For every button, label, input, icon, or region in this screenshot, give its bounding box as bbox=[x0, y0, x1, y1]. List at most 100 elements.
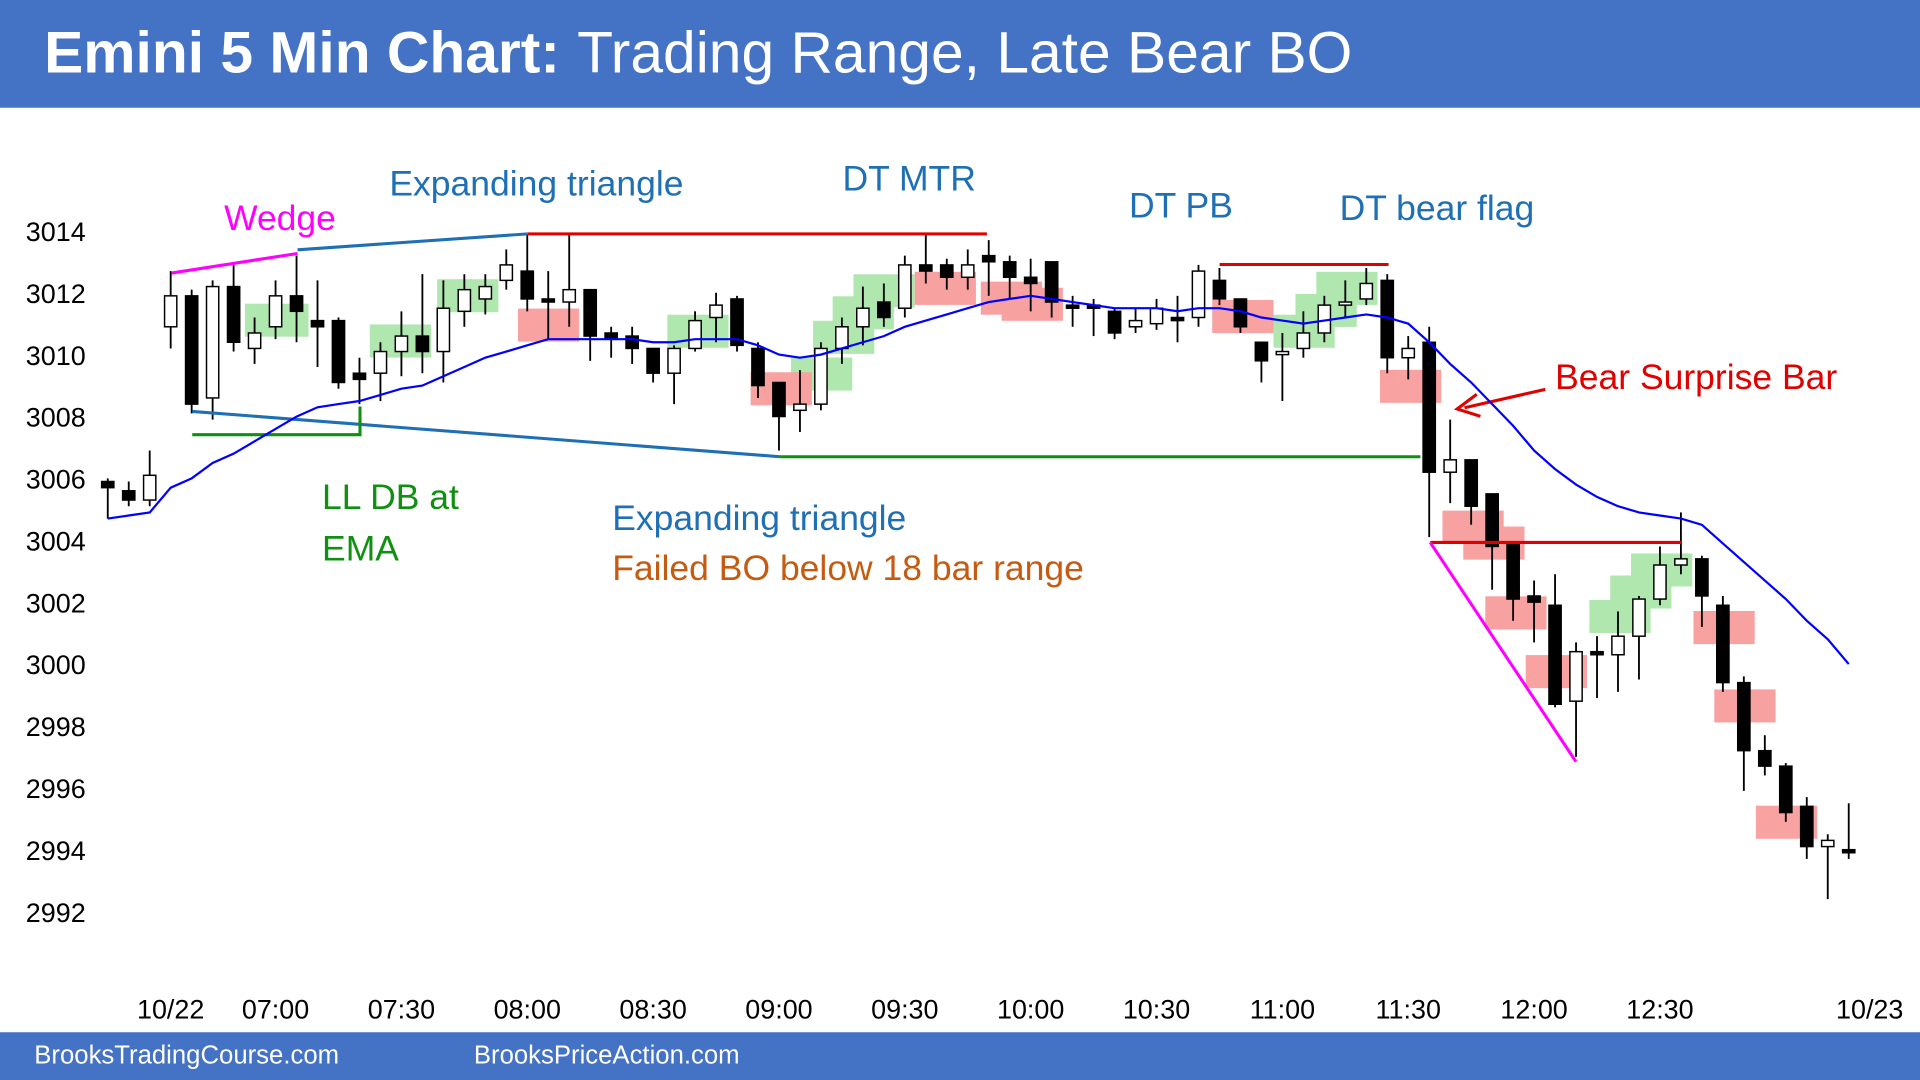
candle-body bbox=[562, 288, 577, 303]
footer-band bbox=[0, 1032, 1920, 1080]
candle-body bbox=[1023, 276, 1038, 285]
candle-body bbox=[625, 335, 639, 350]
candle-body bbox=[1359, 282, 1374, 300]
candle-body bbox=[1569, 650, 1583, 702]
annotation: Failed BO below 18 bar range bbox=[612, 548, 1084, 588]
candle-body bbox=[499, 264, 514, 282]
candle-body bbox=[772, 381, 786, 418]
candle-body bbox=[1107, 310, 1122, 334]
candle-body bbox=[1065, 304, 1080, 309]
y-tick-label: 3010 bbox=[26, 341, 86, 371]
triangle-line bbox=[192, 409, 781, 459]
annotation-lines bbox=[171, 232, 1682, 763]
candle-body bbox=[142, 474, 157, 501]
candle-body bbox=[981, 254, 996, 263]
candle-body bbox=[1674, 558, 1688, 566]
candle-body bbox=[709, 304, 723, 319]
annotation: Bear Surprise Bar bbox=[1555, 357, 1837, 397]
candle-body bbox=[1212, 279, 1227, 300]
candle-body bbox=[1736, 681, 1751, 752]
candle-body bbox=[1002, 261, 1017, 279]
candle-body bbox=[1695, 558, 1709, 597]
annotation: Expanding triangle bbox=[612, 498, 906, 538]
candle-body bbox=[1485, 493, 1499, 548]
candle-body bbox=[583, 288, 598, 337]
candle-body bbox=[1443, 459, 1458, 473]
wedge-line bbox=[171, 251, 298, 275]
y-tick-label: 3004 bbox=[26, 526, 86, 556]
x-tick-label: 11:30 bbox=[1376, 995, 1441, 1025]
candle-body bbox=[1191, 270, 1206, 319]
candle-body bbox=[1611, 635, 1625, 656]
candle-body bbox=[100, 480, 115, 489]
x-tick-label: 07:30 bbox=[368, 995, 435, 1025]
candle-body bbox=[226, 285, 241, 343]
candle-body bbox=[205, 285, 220, 399]
candle-body bbox=[121, 490, 136, 501]
candle-body bbox=[1799, 805, 1814, 848]
x-tick-label: 10/23 bbox=[1836, 995, 1903, 1025]
y-tick-label: 3000 bbox=[26, 650, 86, 680]
candle-body bbox=[394, 335, 409, 353]
candle-body bbox=[667, 347, 681, 374]
candle-body bbox=[918, 264, 933, 272]
y-tick-label: 3002 bbox=[26, 588, 86, 618]
candle-body bbox=[268, 295, 283, 328]
candle-body bbox=[1632, 598, 1646, 637]
candle-body bbox=[1527, 595, 1541, 603]
candle-body bbox=[520, 270, 535, 300]
candle-body bbox=[415, 335, 430, 353]
y-tick-label: 3006 bbox=[26, 465, 86, 495]
candle-body bbox=[646, 347, 660, 374]
candle-body bbox=[1338, 301, 1353, 306]
candle-body bbox=[1653, 564, 1667, 600]
y-tick-label: 2996 bbox=[26, 774, 86, 804]
candle-body bbox=[688, 319, 702, 350]
candle-body bbox=[1296, 332, 1311, 350]
chart-title: Emini 5 Min Chart: Trading Range, Late Be… bbox=[44, 20, 1352, 85]
candle-body bbox=[247, 332, 262, 350]
candle-body bbox=[373, 350, 388, 374]
candle-body bbox=[814, 347, 828, 405]
x-tick-label: 09:00 bbox=[745, 995, 812, 1025]
candle-body bbox=[856, 307, 870, 328]
candle-body bbox=[1149, 307, 1164, 325]
candle-body bbox=[730, 298, 744, 347]
candle-body bbox=[793, 403, 807, 412]
y-tick-label: 2992 bbox=[26, 898, 86, 928]
candles bbox=[100, 233, 1856, 900]
candle-body bbox=[352, 372, 367, 381]
candle-body bbox=[1044, 261, 1059, 303]
y-tick-label: 2994 bbox=[26, 836, 86, 866]
x-tick-label: 08:30 bbox=[619, 995, 686, 1025]
candle-body bbox=[1170, 316, 1185, 322]
x-tick-label: 10:30 bbox=[1123, 995, 1190, 1025]
y-tick-label: 3008 bbox=[26, 403, 86, 433]
candle-body bbox=[1841, 848, 1856, 854]
x-tick-label: 11:00 bbox=[1250, 995, 1315, 1025]
x-tick-label: 07:00 bbox=[242, 995, 309, 1025]
candle-body bbox=[876, 301, 891, 319]
annotation: DT bear flag bbox=[1340, 188, 1535, 228]
support-line bbox=[192, 406, 362, 437]
wedge-line bbox=[1428, 541, 1578, 763]
candle-body bbox=[1128, 319, 1143, 328]
candle-body bbox=[331, 319, 346, 384]
arrow-head bbox=[1453, 393, 1481, 418]
candle-body bbox=[751, 347, 765, 387]
x-tick-label: 08:00 bbox=[494, 995, 561, 1025]
candle-body bbox=[939, 264, 954, 279]
y-tick-label: 3014 bbox=[26, 217, 86, 247]
annotation: Expanding triangle bbox=[389, 163, 683, 203]
annotation: LL DB at bbox=[322, 477, 459, 517]
candle-body bbox=[1275, 350, 1290, 356]
candle-body bbox=[1778, 765, 1793, 814]
candle-body bbox=[1590, 650, 1604, 656]
x-tick-label: 10/22 bbox=[137, 995, 204, 1025]
candle-body bbox=[457, 288, 472, 313]
annotation: Wedge bbox=[224, 198, 336, 238]
annotation: EMA bbox=[322, 528, 399, 568]
candle-body bbox=[1506, 542, 1520, 600]
